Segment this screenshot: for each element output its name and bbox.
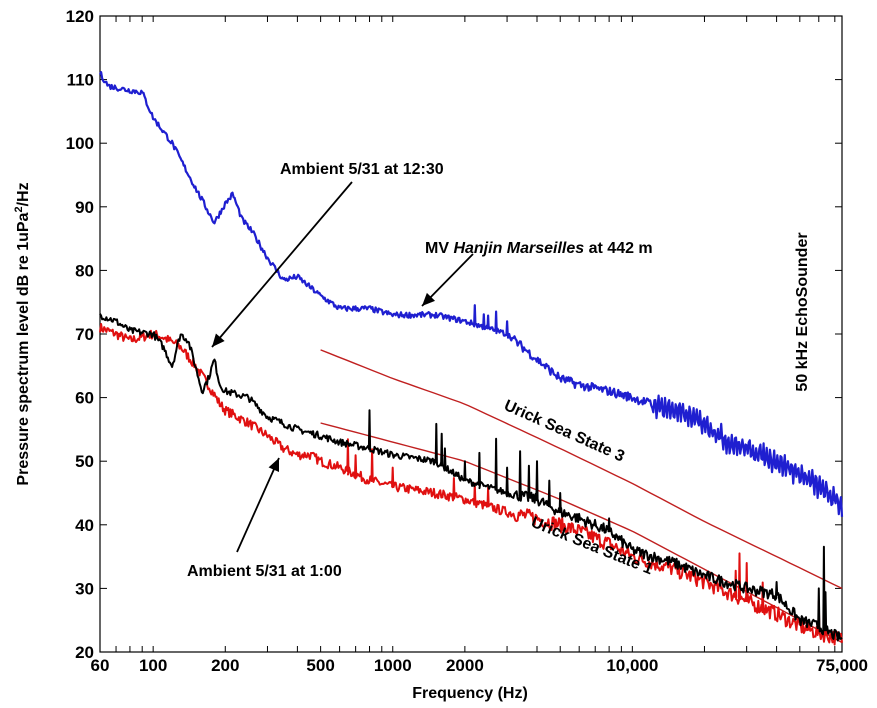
y-tick-label: 70 (75, 325, 94, 344)
annotation-echosounder: 50 kHz EchoSounder (794, 232, 811, 391)
annotation-ship-suffix: at 442 m (584, 240, 652, 257)
annotation-ambient-100: Ambient 5/31 at 1:00 (187, 563, 342, 580)
y-tick-label: 60 (75, 389, 94, 408)
y-tick-label: 30 (75, 579, 94, 598)
x-axis-title: Frequency (Hz) (412, 685, 528, 702)
arrow-ambient-100 (236, 457, 280, 553)
series-line-urick1 (320, 422, 843, 644)
arrow-ambient-100-head (268, 458, 279, 472)
arrow-ambient-1230-head (212, 333, 225, 347)
annotation-ship: MV Hanjin Marseilles at 442 m (425, 240, 653, 257)
y-axis-title-superscript: 2 (13, 206, 25, 212)
arrow-ambient-1230 (211, 181, 353, 348)
x-tick-label: 10,000 (606, 656, 658, 675)
x-tick-labels: 60 100 200 500 1000 2000 10,000 75,000 (91, 656, 868, 675)
x-tick-label: 200 (211, 656, 239, 675)
y-tick-label: 50 (75, 452, 94, 471)
annotation-ship-prefix: MV (425, 240, 453, 257)
y-tick-label: 40 (75, 516, 94, 535)
x-tick-label: 100 (139, 656, 167, 675)
y-tick-label: 20 (75, 643, 94, 662)
x-tick-label: 500 (306, 656, 334, 675)
y-tick-label: 80 (75, 261, 94, 280)
annotation-ambient-1230: Ambient 5/31 at 12:30 (280, 161, 444, 178)
annotation-ship-name: Hanjin Marseilles (453, 240, 584, 257)
y-axis-title: Pressure spectrum level dB re 1uPa2/Hz (13, 182, 32, 485)
y-tick-label: 90 (75, 198, 94, 217)
x-tick-label: 75,000 (816, 656, 868, 675)
axis-ticks (99, 15, 842, 653)
series-lines (98, 71, 844, 646)
series-line-ambient1230 (99, 313, 843, 642)
x-tick-label: 2000 (446, 656, 484, 675)
series-line-ship (98, 71, 844, 517)
y-tick-label: 110 (67, 71, 94, 90)
x-tick-label: 60 (91, 656, 110, 675)
y-tick-label: 120 (66, 7, 94, 26)
series-line-ambient100 (99, 323, 843, 646)
series-line-urick3 (320, 349, 843, 590)
arrow-ship-head (422, 292, 436, 306)
x-tick-label: 1000 (374, 656, 412, 675)
annotation-arrows (211, 181, 474, 553)
y-tick-label: 100 (66, 134, 94, 153)
y-axis-title-suffix: /Hz (15, 182, 32, 206)
y-axis-title-prefix: Pressure spectrum level dB re 1uPa (15, 212, 32, 485)
y-tick-labels: 20 30 40 50 60 70 80 90 100 110 120 (66, 7, 94, 662)
plot-frame (99, 15, 843, 653)
